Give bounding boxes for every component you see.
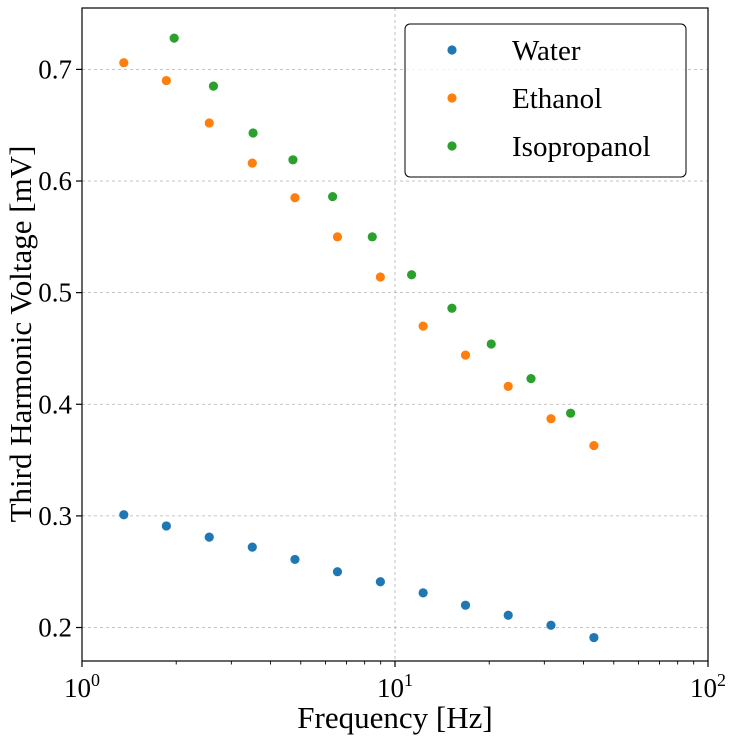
y-tick-label: 0.6 [38,166,72,196]
legend-frame [404,23,687,178]
legend: Water Ethanol Isopropanol [404,23,687,178]
data-point [503,610,513,620]
y-tick-label: 0.2 [38,613,72,643]
data-point [367,232,377,242]
data-point [208,81,219,91]
x-tick-base: 10 [377,673,404,703]
data-point [290,193,300,203]
data-point [161,521,171,531]
y-axis-ticks: 0.2 0.3 0.4 0.5 0.6 0.7 [38,54,82,643]
x-tick-label: 101 [377,670,413,703]
x-tick-label: 102 [690,670,726,703]
data-point [332,567,343,577]
x-axis-ticks: 100 101 102 [64,661,726,703]
y-tick-label: 0.7 [38,54,72,84]
x-tick-exponent: 2 [717,670,726,690]
data-point [589,632,599,643]
legend-marker [447,141,457,151]
data-point [526,373,536,384]
data-point [546,620,556,630]
y-tick-label: 0.5 [38,278,72,308]
data-point [418,321,428,331]
data-point [486,339,496,349]
data-point [119,510,129,520]
data-point [328,192,338,202]
data-point [204,532,214,542]
legend-marker [447,93,457,103]
data-point [447,303,457,313]
legend-marker [447,45,457,55]
grid-lines [81,8,709,661]
data-point [375,272,385,282]
data-point [288,155,298,165]
data-point [546,414,556,424]
legend-label: Ethanol [512,83,602,115]
data-points [119,33,599,643]
y-tick-label: 0.3 [38,501,72,531]
x-tick-label: 100 [64,670,100,703]
data-point [503,381,513,392]
data-point [418,588,428,598]
legend-label: Isopropanol [512,131,651,163]
x-tick-exponent: 1 [404,670,413,690]
x-tick-exponent: 0 [91,670,100,690]
legend-label: Water [512,35,581,67]
x-tick-base: 10 [690,673,717,703]
x-axis-label: Frequency [Hz] [297,700,492,735]
series-water [119,510,599,643]
series-ethanol [119,58,599,451]
data-point [161,75,171,86]
data-point [290,554,300,565]
data-point [169,33,179,43]
data-point [407,270,417,280]
data-point [332,232,343,242]
data-point [247,542,257,552]
data-point [119,58,129,68]
data-point [460,350,471,360]
data-point [248,128,258,138]
x-tick-base: 10 [64,673,91,703]
y-axis-label: Third Harmonic Voltage [mV] [3,146,38,523]
series-isopropanol [169,33,576,418]
data-point [375,577,385,587]
data-point [566,408,576,418]
data-point [204,118,214,128]
data-point [460,600,471,610]
y-tick-label: 0.4 [38,389,72,419]
data-point [589,440,599,451]
data-point [247,158,257,168]
